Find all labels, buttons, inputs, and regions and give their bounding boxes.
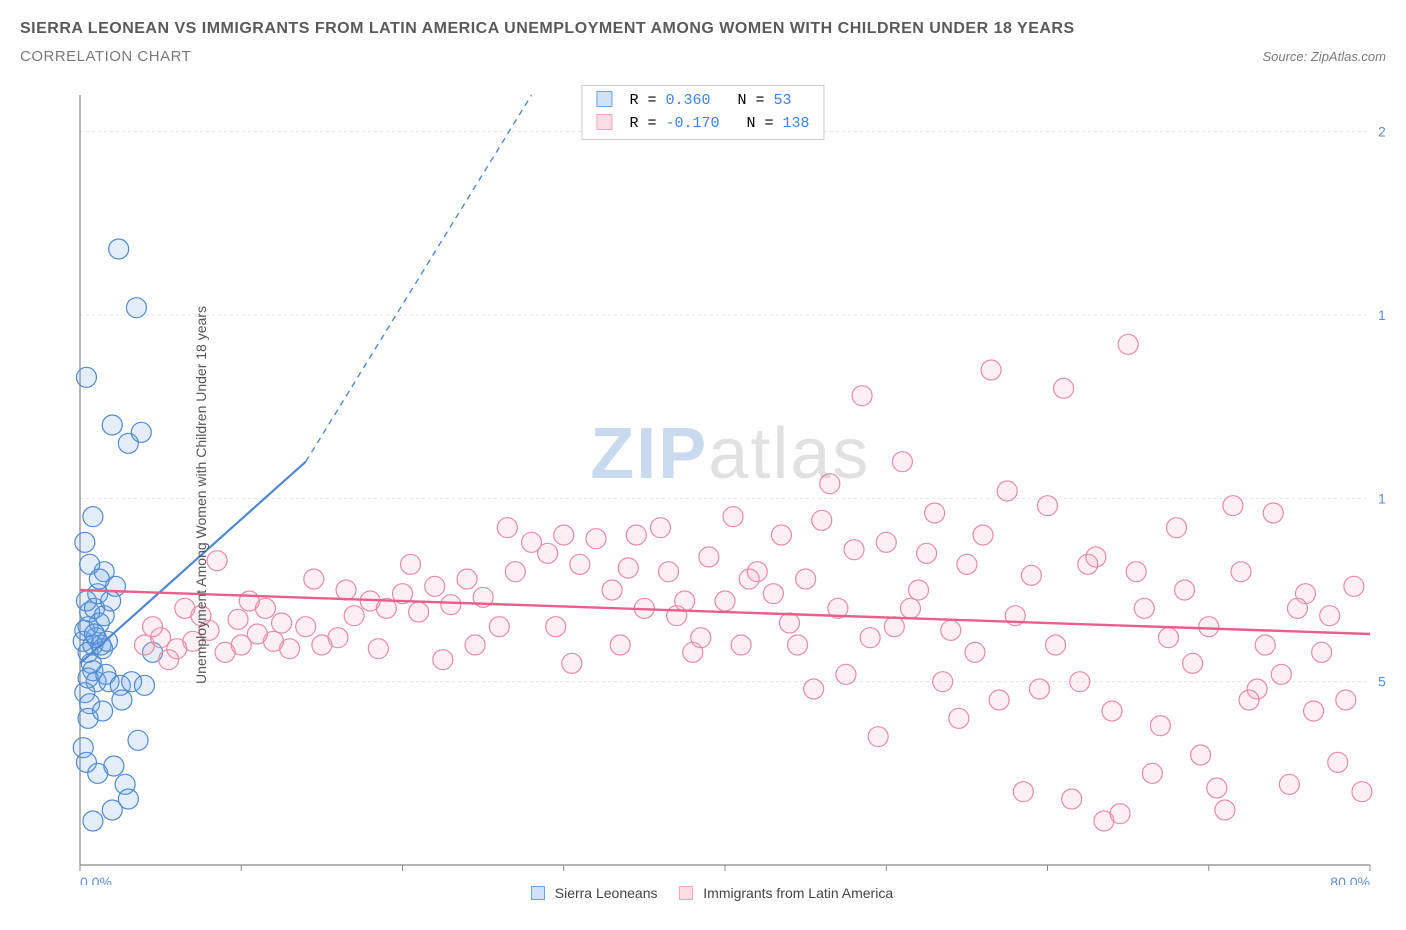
legend-label-2: Immigrants from Latin America [703,885,893,901]
stats-swatch-1 [596,91,612,107]
svg-text:5.0%: 5.0% [1378,674,1386,690]
scatter-chart: 5.0% 10.0% 15.0% 20.0% 0.0% 80.0% [20,85,1386,885]
legend-swatch-2 [679,886,693,900]
svg-text:10.0%: 10.0% [1378,490,1386,506]
chart-header: SIERRA LEONEAN VS IMMIGRANTS FROM LATIN … [0,0,1406,69]
chart-title: SIERRA LEONEAN VS IMMIGRANTS FROM LATIN … [20,20,1386,38]
svg-text:15.0%: 15.0% [1378,307,1386,323]
n-value: 53 [774,92,792,109]
chart-source: Source: ZipAtlas.com [1262,49,1386,64]
series-legend: Sierra Leoneans Immigrants from Latin Am… [20,885,1386,901]
stats-row-2: R = -0.170 N = 138 [596,113,809,136]
chart-subtitle: CORRELATION CHART [20,48,191,65]
r-value: -0.170 [665,115,719,132]
svg-text:20.0%: 20.0% [1378,124,1386,140]
legend-label-1: Sierra Leoneans [555,885,658,901]
svg-text:0.0%: 0.0% [80,874,112,885]
n-label: N = [747,115,774,132]
svg-text:80.0%: 80.0% [1330,874,1370,885]
n-label: N = [738,92,765,109]
source-name: ZipAtlas.com [1311,49,1386,64]
stats-legend: R = 0.360 N = 53 R = -0.170 N = 138 [581,85,824,140]
stats-swatch-2 [596,114,612,130]
stats-row-1: R = 0.360 N = 53 [596,90,809,113]
r-label: R = [629,115,656,132]
r-value: 0.360 [665,92,710,109]
r-label: R = [629,92,656,109]
n-value: 138 [783,115,810,132]
legend-swatch-1 [531,886,545,900]
chart-area: Unemployment Among Women with Children U… [20,85,1386,905]
source-prefix: Source: [1262,49,1310,64]
y-axis-label: Unemployment Among Women with Children U… [193,306,209,684]
